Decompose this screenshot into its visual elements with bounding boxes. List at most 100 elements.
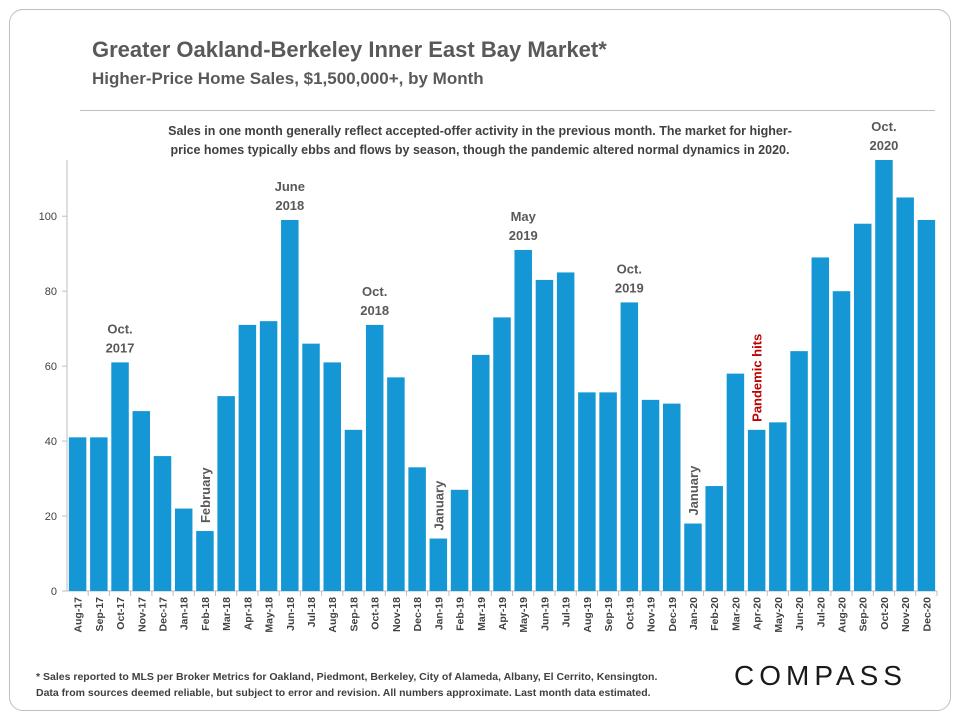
annotation-label: Pandemic hits: [750, 334, 765, 422]
bar: [408, 467, 426, 591]
y-tick-label: 0: [51, 586, 57, 598]
x-tick-label: Jan-20: [688, 597, 700, 630]
x-tick-label: Oct-19: [624, 597, 636, 630]
annotation-label: 2019: [509, 228, 538, 243]
annotation-label: January: [431, 480, 446, 531]
bar: [450, 489, 469, 591]
bar: [68, 437, 87, 591]
annotation-label: 2020: [869, 138, 898, 153]
bar: [196, 531, 214, 591]
bar: [238, 324, 257, 591]
x-tick-label: Dec-17: [157, 597, 169, 632]
x-tick-label: Sep-17: [94, 597, 106, 632]
x-tick-label: Dec-19: [667, 597, 679, 632]
title-divider: [80, 110, 935, 111]
x-tick-label: Oct-18: [370, 597, 382, 630]
annotation-label: 2018: [360, 303, 389, 318]
bar: [853, 223, 872, 591]
bar: [684, 523, 702, 591]
bar: [556, 272, 575, 591]
x-tick-label: Feb-18: [200, 597, 212, 631]
x-tick-label: Oct-20: [879, 597, 891, 630]
footnote: * Sales reported to MLS per Broker Metri…: [36, 669, 657, 701]
bar: [111, 362, 129, 591]
annotation-label: Oct.: [617, 261, 642, 276]
bar: [493, 317, 511, 591]
x-tick-label: Sep-19: [603, 597, 615, 632]
y-tick-label: 100: [39, 211, 57, 223]
x-tick-label: Dec-18: [412, 597, 424, 632]
y-tick-label: 80: [45, 286, 57, 298]
bar: [217, 396, 235, 591]
bar: [472, 354, 490, 591]
x-tick-label: May-20: [773, 597, 785, 633]
bar: [875, 160, 893, 591]
annotation-label: Oct.: [362, 284, 387, 299]
bar: [747, 429, 766, 591]
bar: [344, 429, 363, 591]
x-tick-label: Jan-19: [433, 597, 445, 630]
bar: [663, 403, 681, 591]
bar: [790, 351, 808, 591]
annotation-label: January: [686, 465, 701, 516]
bar: [811, 257, 830, 591]
annotation-label: Oct.: [107, 321, 132, 336]
compass-logo: COMPASS: [734, 660, 907, 691]
bar: [705, 486, 723, 591]
x-tick-label: Jun-20: [794, 597, 806, 631]
chart-note: Sales in one month generally reflect acc…: [120, 122, 840, 160]
bar: [599, 392, 617, 591]
bar: [641, 399, 660, 591]
chart-note-line: Sales in one month generally reflect acc…: [168, 124, 792, 138]
x-tick-label: Jun-18: [285, 597, 297, 631]
x-tick-label: Nov-17: [136, 597, 148, 632]
x-tick-label: Apr-18: [242, 597, 254, 630]
x-tick-label: Sep-20: [858, 597, 870, 632]
x-tick-label: Feb-19: [455, 597, 467, 631]
annotation-label: 2018: [275, 198, 304, 213]
bar: [153, 456, 172, 591]
annotation-label: June: [275, 179, 305, 194]
chart-note-line: price homes typically ebbs and flows by …: [170, 143, 790, 157]
x-tick-label: Sep-18: [348, 597, 360, 632]
x-tick-label: Nov-20: [900, 597, 912, 632]
x-tick-label: Mar-19: [476, 597, 488, 631]
bar: [132, 411, 151, 591]
annotation-label: February: [198, 467, 213, 523]
x-tick-label: May-18: [264, 597, 276, 633]
chart-subtitle: Higher-Price Home Sales, $1,500,000+, by…: [92, 69, 484, 88]
x-tick-label: Apr-19: [497, 597, 509, 630]
bar: [578, 392, 596, 591]
bar: [281, 219, 299, 591]
bar: [917, 219, 936, 591]
bar: [323, 362, 341, 591]
x-tick-label: Nov-18: [391, 597, 403, 632]
footnote-line: Data from sources deemed reliable, but s…: [36, 687, 651, 699]
bar: [259, 321, 278, 591]
y-tick-label: 40: [45, 436, 57, 448]
x-tick-label: Aug-20: [837, 597, 849, 633]
x-tick-label: Jan-18: [179, 597, 191, 630]
bar: [429, 538, 448, 591]
y-tick-label: 60: [45, 361, 57, 373]
x-tick-label: Mar-20: [730, 597, 742, 631]
bar: [535, 279, 554, 591]
x-tick-label: Apr-20: [752, 597, 764, 630]
annotation-label: 2017: [106, 340, 135, 355]
bar: [387, 377, 405, 591]
x-tick-label: Jul-19: [561, 597, 573, 628]
bar: [365, 324, 384, 591]
x-tick-label: Jul-18: [306, 597, 318, 628]
bar: [514, 249, 532, 592]
x-tick-label: Feb-20: [709, 597, 721, 631]
y-tick-label: 20: [45, 511, 57, 523]
annotation-label: Oct.: [871, 119, 896, 134]
bar: [90, 437, 108, 591]
x-tick-label: Dec-20: [921, 597, 933, 632]
x-tick-label: Jun-19: [539, 597, 551, 631]
annotation-label: 2019: [615, 280, 644, 295]
bar: [726, 373, 745, 591]
x-tick-label: Aug-18: [327, 597, 339, 633]
chart-title: Greater Oakland-Berkeley Inner East Bay …: [92, 37, 607, 62]
